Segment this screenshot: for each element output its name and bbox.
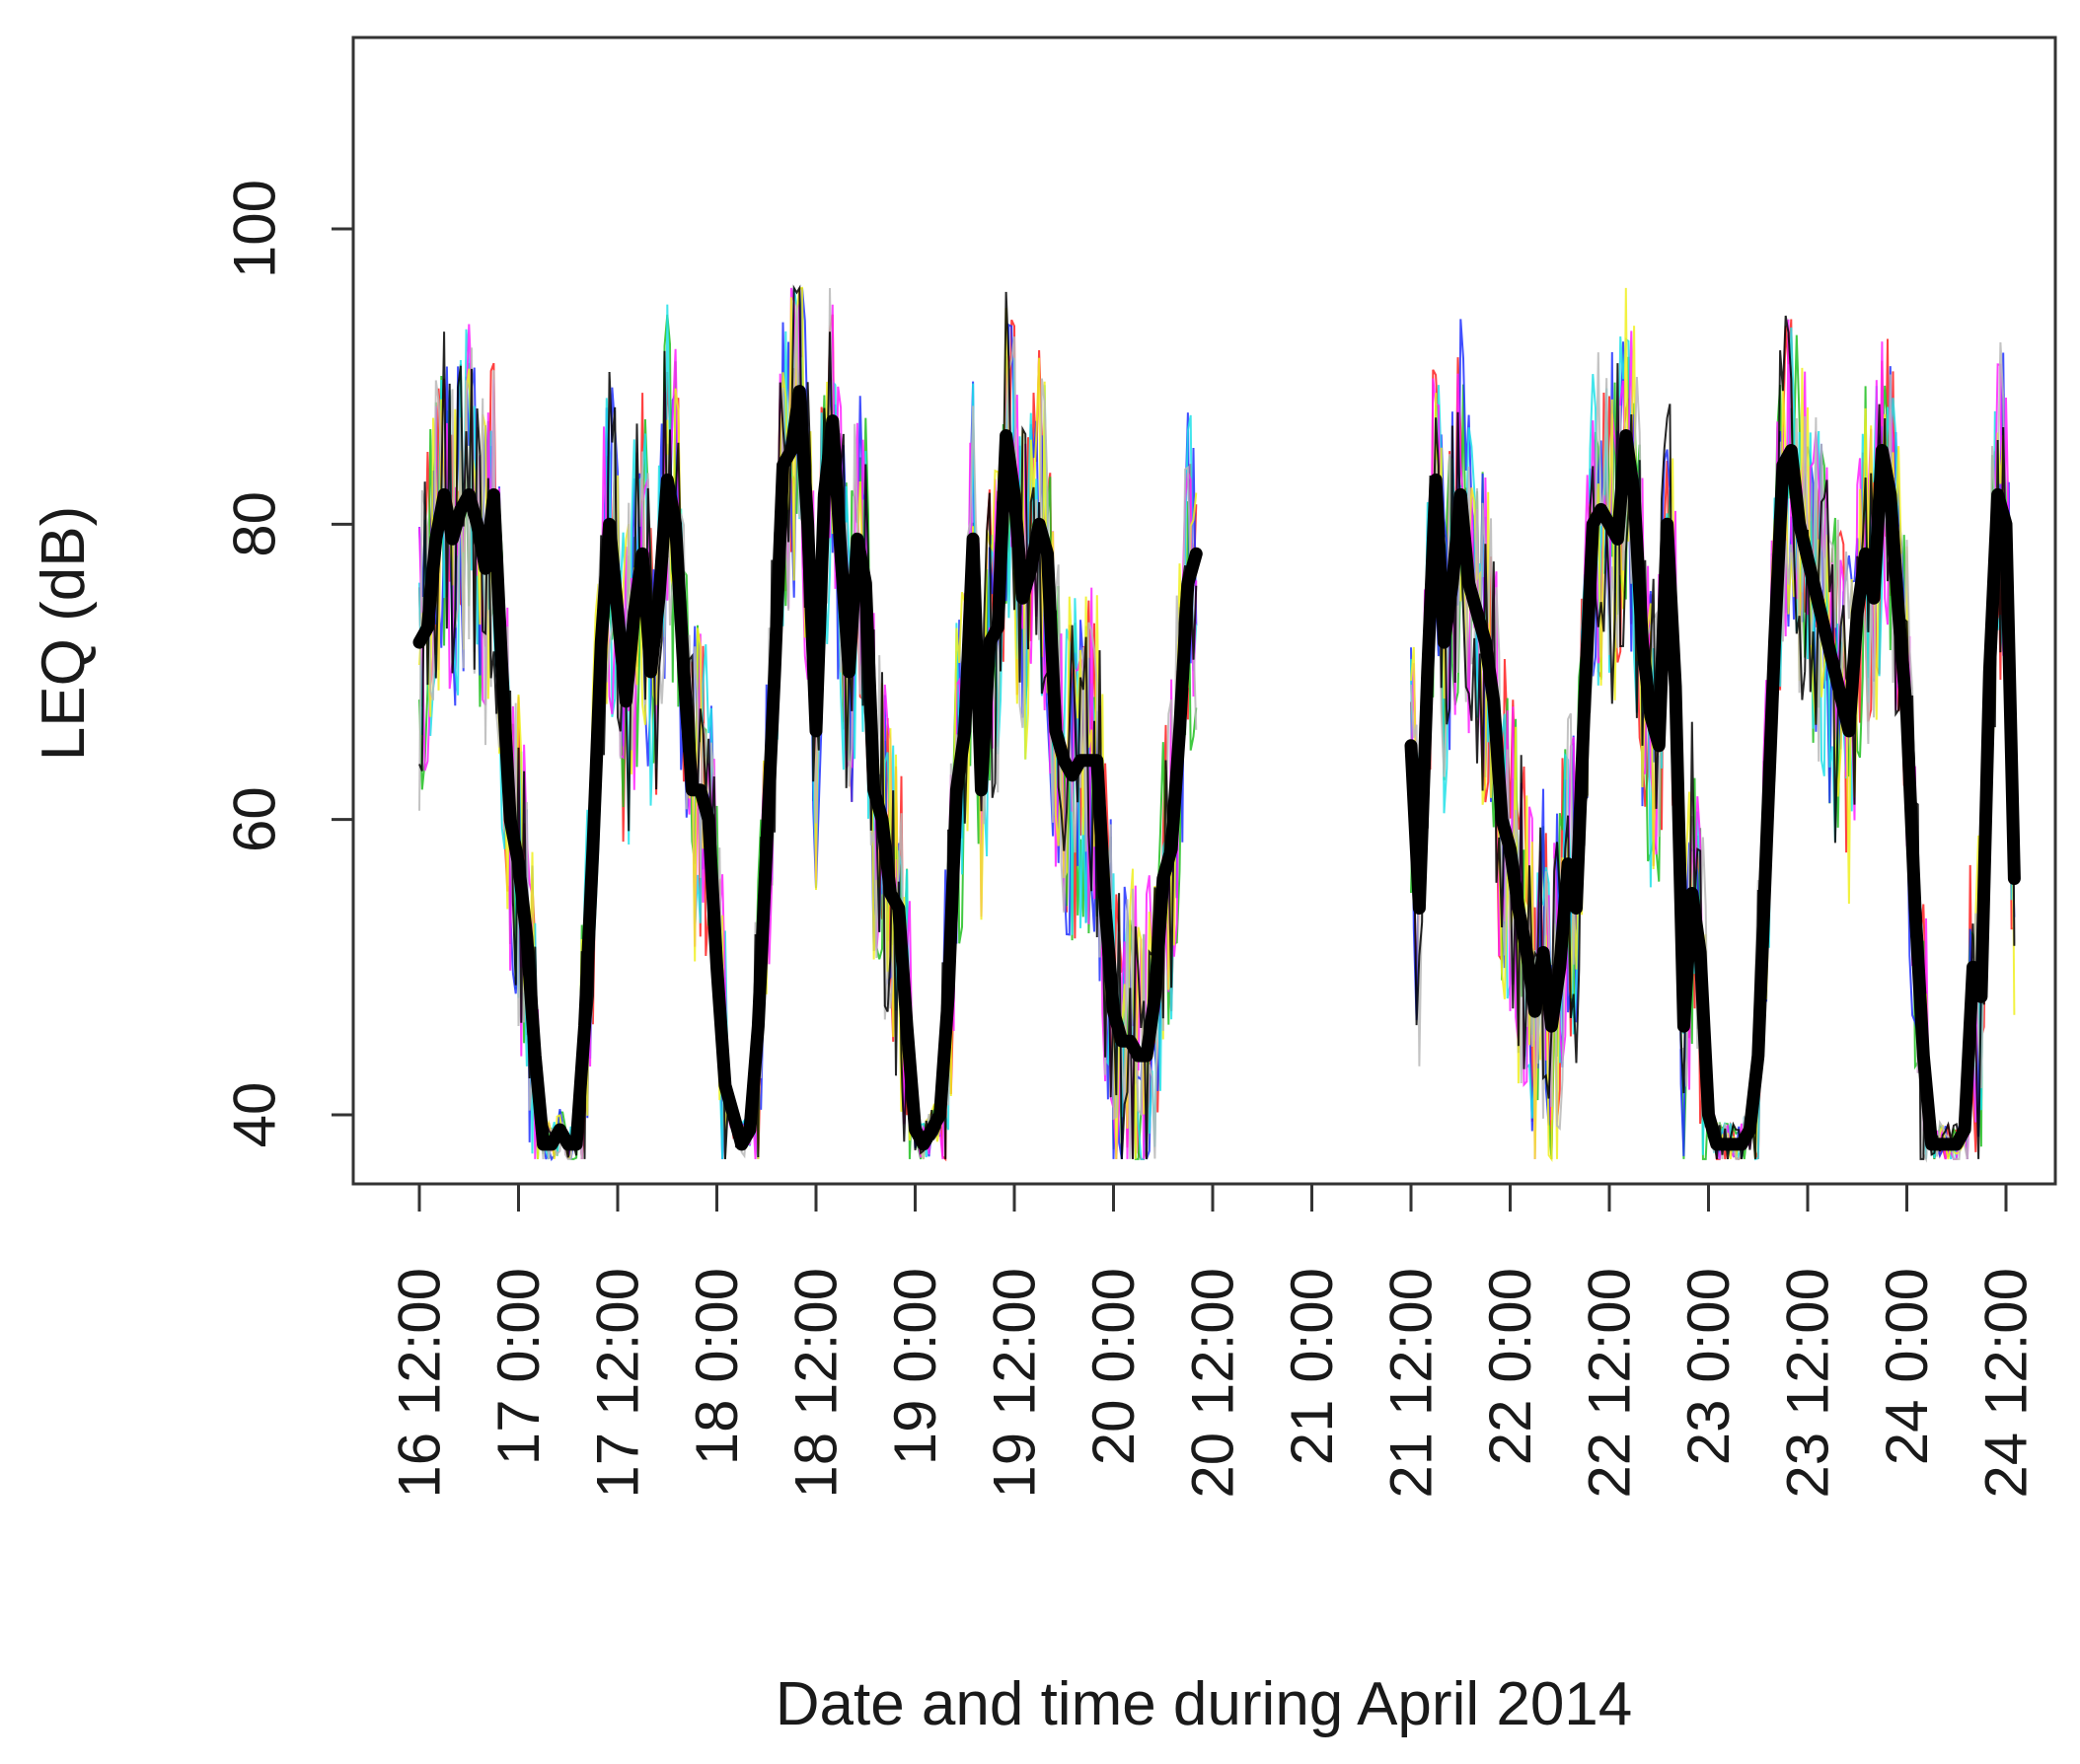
x-tick-label: 19 0:00 [882, 1268, 948, 1465]
x-tick-label: 17 0:00 [485, 1268, 552, 1465]
x-tick-label: 21 12:00 [1378, 1268, 1445, 1499]
y-tick-label: 60 [222, 786, 288, 852]
mean-series-group [412, 385, 2021, 1151]
x-tick-label: 16 12:00 [387, 1268, 453, 1499]
x-axis: 16 12:00 17 0:00 17 12:00 18 0:00 18 12:00 19… [387, 1184, 2040, 1499]
mean-series-line [1404, 429, 2021, 1151]
y-axis-label: LEQ (dB) [30, 506, 98, 761]
x-axis-label: Date and time during April 2014 [776, 1670, 1633, 1738]
x-tick-label: 20 0:00 [1080, 1268, 1147, 1465]
background-series-line [418, 284, 1198, 1159]
x-tick-label: 21 0:00 [1279, 1268, 1345, 1465]
x-tick-label: 24 12:00 [1973, 1268, 2040, 1499]
x-tick-label: 22 12:00 [1577, 1268, 1643, 1499]
plot-frame [351, 36, 2057, 1186]
y-tick-label: 80 [222, 491, 288, 557]
x-tick-label: 22 0:00 [1477, 1268, 1543, 1465]
x-tick-label: 23 12:00 [1775, 1268, 1841, 1499]
x-tick-label: 20 12:00 [1180, 1268, 1246, 1499]
x-tick-label: 18 12:00 [783, 1268, 850, 1499]
x-tick-label: 19 12:00 [982, 1268, 1048, 1499]
x-tick-label: 18 0:00 [684, 1268, 750, 1465]
x-tick-label: 23 0:00 [1675, 1268, 1742, 1465]
y-tick-label: 100 [222, 180, 288, 278]
y-tick-label: 40 [222, 1082, 288, 1148]
x-tick-label: 24 0:00 [1874, 1268, 1940, 1465]
y-axis: 40 60 80 100 [222, 180, 353, 1148]
x-tick-label: 17 12:00 [585, 1268, 651, 1499]
mean-series-line [412, 385, 1203, 1151]
